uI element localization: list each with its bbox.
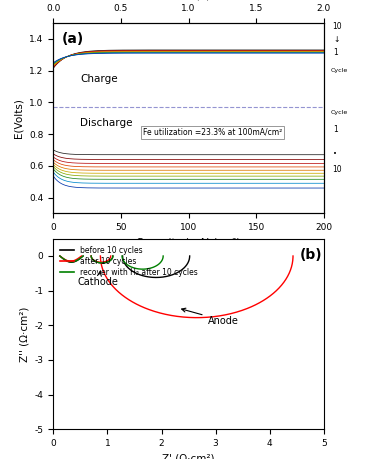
Text: Fe utilization =23.3% at 100mA/cm²: Fe utilization =23.3% at 100mA/cm²	[143, 128, 283, 137]
Text: Anode: Anode	[182, 308, 239, 325]
X-axis label: Z' (Ω·cm²): Z' (Ω·cm²)	[162, 453, 215, 459]
X-axis label: Capacity (mAh/cm²): Capacity (mAh/cm²)	[136, 238, 241, 248]
Text: Charge: Charge	[80, 74, 118, 84]
Y-axis label: E(Volts): E(Volts)	[14, 98, 24, 138]
Text: 1: 1	[333, 48, 338, 57]
Legend: before 10 cycles, after 10 cycles, recover with H₂ after 10 cycles: before 10 cycles, after 10 cycles, recov…	[57, 242, 201, 280]
Text: Cycle: Cycle	[331, 110, 348, 115]
Text: Discharge: Discharge	[80, 118, 133, 128]
Text: 1: 1	[333, 124, 338, 134]
Text: (a): (a)	[61, 33, 84, 46]
Text: Cathode: Cathode	[78, 272, 118, 287]
Text: Cycle: Cycle	[331, 68, 348, 73]
Text: •: •	[333, 151, 337, 157]
Y-axis label: Z'' (Ω·cm²): Z'' (Ω·cm²)	[19, 306, 29, 362]
Text: 10: 10	[332, 22, 342, 31]
Text: 10: 10	[332, 164, 342, 174]
Text: (b): (b)	[299, 248, 322, 262]
Text: ↓: ↓	[333, 35, 340, 44]
